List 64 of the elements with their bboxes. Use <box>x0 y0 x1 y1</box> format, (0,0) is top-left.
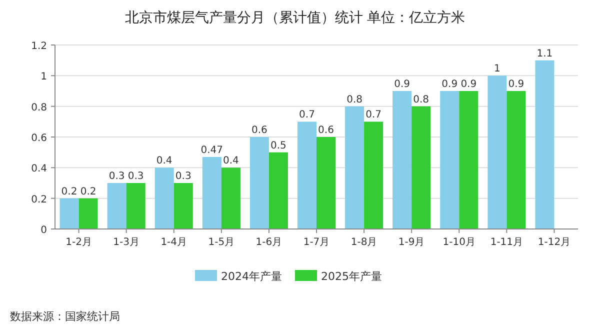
bar <box>440 91 460 229</box>
y-tick-label: 0 <box>40 225 47 236</box>
bar <box>174 183 193 229</box>
bar <box>268 152 288 229</box>
legend-label: 2024年产量 <box>221 270 282 283</box>
bar <box>506 91 526 229</box>
bar <box>316 137 336 229</box>
x-tick-label: 1-6月 <box>256 237 282 248</box>
x-tick-label: 1-11月 <box>490 237 524 248</box>
data-label: 0.7 <box>299 110 315 121</box>
data-label: 0.9 <box>394 79 410 90</box>
bar <box>488 76 507 229</box>
x-tick-label: 1-8月 <box>350 237 378 248</box>
bar <box>202 156 222 229</box>
data-label: 0.6 <box>318 125 334 136</box>
y-tick-label: 0.2 <box>31 194 47 206</box>
x-tick-label: 1-4月 <box>160 237 188 248</box>
bar <box>412 106 431 229</box>
legend-label: 2025年产量 <box>321 270 382 283</box>
y-tick-label: 0.6 <box>31 133 47 144</box>
bar <box>459 91 478 229</box>
bar <box>60 198 79 229</box>
x-tick-label: 1-5月 <box>208 237 235 248</box>
data-label: 0.9 <box>460 79 477 90</box>
bar <box>250 137 269 229</box>
data-label: 0.6 <box>251 125 268 136</box>
data-label: 0.9 <box>442 79 458 90</box>
source-note: 数据来源：国家统计局 <box>10 310 120 323</box>
bar <box>154 168 174 229</box>
bar <box>392 91 412 229</box>
data-label: 0.8 <box>346 94 362 106</box>
data-label: 0.3 <box>128 171 144 182</box>
data-label: 0.9 <box>508 79 524 90</box>
data-label: 0.2 <box>61 186 78 198</box>
x-tick-label: 1-7月 <box>303 237 330 248</box>
data-label: 1 <box>494 64 500 75</box>
data-label: 0.3 <box>175 171 192 182</box>
y-tick-label: 1.2 <box>31 41 47 52</box>
data-label: 0.7 <box>366 110 382 121</box>
x-tick-label: 1-2月 <box>66 237 92 248</box>
data-label: 0.2 <box>80 186 96 198</box>
data-label: 0.8 <box>413 94 430 106</box>
bar <box>345 106 364 229</box>
bar <box>535 60 554 229</box>
x-tick-label: 1-3月 <box>113 237 140 248</box>
data-label: 1.1 <box>536 48 553 60</box>
y-tick-label: 0.8 <box>31 102 47 114</box>
data-label: 0.3 <box>108 171 125 182</box>
bar <box>107 183 126 229</box>
chart-title: 北京市煤层气产量分月（累计值）统计 单位：亿立方米 <box>124 10 466 26</box>
x-tick-label: 1-10月 <box>442 237 476 248</box>
y-tick-label: 1 <box>40 72 47 83</box>
y-tick-label: 0.4 <box>31 164 47 175</box>
data-label: 0.5 <box>270 140 286 152</box>
data-label: 0.4 <box>222 156 239 167</box>
x-tick-label: 1-9月 <box>398 237 425 248</box>
bar <box>364 122 384 229</box>
bar <box>221 168 240 229</box>
bar <box>297 122 316 229</box>
data-label: 0.47 <box>200 144 224 156</box>
data-label: 0.4 <box>156 156 172 167</box>
x-tick-label: 1-12月 <box>538 237 571 248</box>
bar <box>78 198 98 229</box>
bar <box>126 183 146 229</box>
